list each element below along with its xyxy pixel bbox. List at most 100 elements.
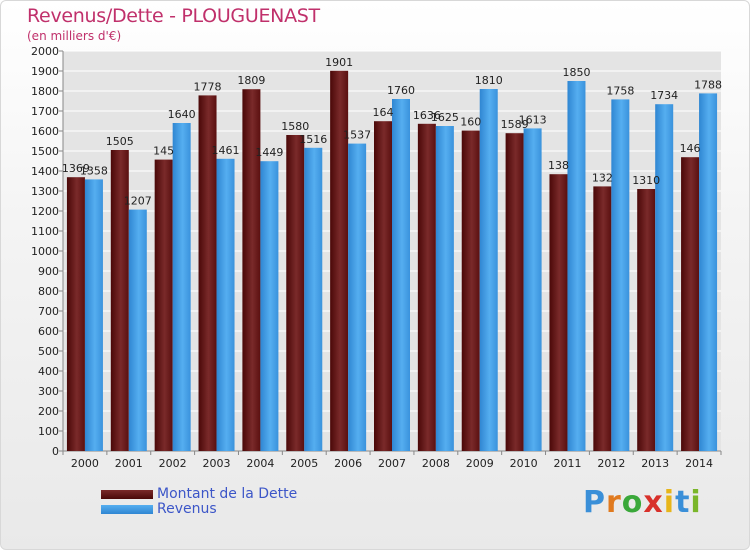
data-label-debt: 1589 bbox=[501, 118, 529, 131]
bar-revenue bbox=[392, 99, 410, 451]
y-tick-label: 1900 bbox=[31, 65, 59, 78]
data-label-revenue: 1537 bbox=[343, 129, 371, 142]
data-label-debt: 1901 bbox=[325, 56, 353, 69]
bar-revenue bbox=[260, 161, 279, 451]
data-label-revenue: 1613 bbox=[519, 113, 547, 126]
y-tick-label: 1300 bbox=[31, 185, 59, 198]
legend-label-debt: Montant de la Dette bbox=[157, 486, 298, 502]
data-label-debt: 1505 bbox=[106, 135, 134, 148]
x-tick-label: 2008 bbox=[422, 457, 450, 470]
bar-revenue bbox=[435, 126, 454, 451]
data-label-revenue: 1760 bbox=[387, 84, 415, 97]
bar-debt bbox=[242, 89, 261, 451]
data-label-revenue: 1358 bbox=[80, 164, 108, 177]
data-label-revenue: 1207 bbox=[124, 195, 152, 208]
data-label-debt: 1369 bbox=[62, 162, 90, 175]
y-tick-label: 900 bbox=[38, 265, 59, 278]
y-tick-label: 1700 bbox=[31, 105, 59, 118]
bars bbox=[66, 70, 718, 452]
bar-debt bbox=[505, 133, 524, 451]
data-label-revenue: 1461 bbox=[212, 144, 240, 157]
legend-label-revenue: Revenus bbox=[157, 501, 217, 517]
y-tick-label: 2000 bbox=[31, 45, 59, 58]
legend-item-revenue: Revenus bbox=[101, 501, 401, 518]
y-tick-label: 300 bbox=[38, 385, 59, 398]
data-label-debt: 132 bbox=[592, 171, 613, 184]
y-tick-label: 0 bbox=[52, 445, 59, 458]
bar-debt bbox=[374, 121, 392, 451]
legend-item-debt: Montant de la Dette bbox=[101, 486, 401, 503]
bar-debt bbox=[549, 174, 568, 451]
x-tick-label: 2001 bbox=[115, 457, 143, 470]
x-tick-label: 2003 bbox=[203, 457, 231, 470]
x-tick-label: 2013 bbox=[641, 457, 669, 470]
bar-revenue bbox=[172, 123, 191, 451]
x-axis-ticks: 2000 2001 2002 2003 2004 2005 2006 2007 2008 2009… bbox=[62, 451, 722, 470]
bar-debt bbox=[417, 123, 436, 452]
data-label-revenue: 1516 bbox=[299, 133, 327, 146]
y-tick-label: 500 bbox=[38, 345, 59, 358]
x-tick-label: 2009 bbox=[466, 457, 494, 470]
data-label-revenue: 1449 bbox=[255, 146, 283, 159]
y-tick-label: 200 bbox=[38, 405, 59, 418]
data-label-debt: 1580 bbox=[281, 120, 309, 133]
x-tick-label: 2011 bbox=[553, 457, 581, 470]
data-label-revenue: 1810 bbox=[475, 74, 503, 87]
y-tick-label: 1200 bbox=[31, 205, 59, 218]
bar-revenue bbox=[479, 89, 498, 451]
data-label-debt: 164 bbox=[373, 106, 394, 119]
data-label-debt: 1310 bbox=[632, 174, 660, 187]
bar-debt bbox=[461, 130, 480, 451]
x-tick-label: 2007 bbox=[378, 457, 406, 470]
bar-revenue bbox=[304, 147, 323, 452]
y-tick-label: 1500 bbox=[31, 145, 59, 158]
legend-swatch-debt bbox=[101, 490, 153, 499]
data-label-debt: 1809 bbox=[237, 74, 265, 87]
y-tick-label: 700 bbox=[38, 305, 59, 318]
chart-title: Revenus/Dette - PLOUGUENAST bbox=[27, 5, 320, 27]
x-tick-label: 2004 bbox=[246, 457, 274, 470]
data-label-debt: 160 bbox=[460, 116, 481, 129]
bar-debt bbox=[66, 177, 85, 451]
x-tick-label: 2006 bbox=[334, 457, 362, 470]
proxiti-logo: Proxiti bbox=[583, 485, 702, 520]
bar-revenue bbox=[128, 209, 147, 451]
data-label-debt: 138 bbox=[548, 159, 569, 172]
bar-debt bbox=[198, 95, 217, 452]
bar-revenue bbox=[216, 158, 235, 452]
data-label-revenue: 1788 bbox=[694, 78, 722, 91]
bar-debt bbox=[330, 70, 349, 452]
x-tick-label: 2005 bbox=[290, 457, 318, 470]
x-tick-label: 2002 bbox=[159, 457, 187, 470]
x-tick-label: 2012 bbox=[597, 457, 625, 470]
bar-debt bbox=[286, 135, 305, 451]
chart-subtitle: (en milliers d'€) bbox=[27, 29, 122, 43]
y-tick-label: 800 bbox=[38, 285, 59, 298]
bar-debt bbox=[681, 157, 700, 451]
data-label-revenue: 1758 bbox=[606, 84, 634, 97]
bar-revenue bbox=[655, 104, 674, 451]
legend-swatch-revenue bbox=[101, 505, 153, 514]
bar-debt bbox=[110, 150, 129, 451]
y-tick-label: 400 bbox=[38, 365, 59, 378]
x-tick-label: 2010 bbox=[510, 457, 538, 470]
data-label-revenue: 1640 bbox=[168, 108, 196, 121]
data-label-debt: 145 bbox=[153, 145, 174, 158]
bar-revenue bbox=[567, 81, 586, 451]
bar-debt bbox=[593, 186, 612, 451]
bar-debt bbox=[637, 189, 656, 451]
bar-revenue bbox=[699, 93, 718, 452]
y-tick-label: 1100 bbox=[31, 225, 59, 238]
bar-revenue bbox=[84, 179, 103, 451]
bar-revenue bbox=[348, 143, 367, 451]
bar-revenue bbox=[523, 128, 542, 451]
y-tick-label: 600 bbox=[38, 325, 59, 338]
x-tick-label: 2014 bbox=[685, 457, 713, 470]
bar-debt bbox=[154, 159, 173, 451]
y-tick-label: 1800 bbox=[31, 85, 59, 98]
data-label-debt: 1636 bbox=[413, 109, 441, 122]
data-label-debt: 1778 bbox=[194, 80, 222, 93]
bar-revenue bbox=[611, 99, 630, 452]
